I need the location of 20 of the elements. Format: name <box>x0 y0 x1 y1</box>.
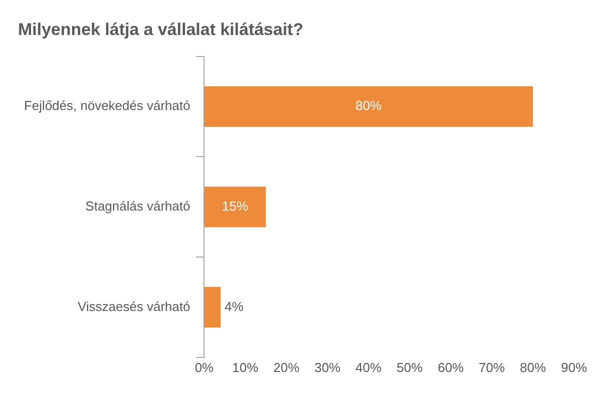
data-label: 4% <box>224 298 244 314</box>
x-tick-label: 50% <box>396 360 424 375</box>
bar <box>204 286 221 328</box>
y-tick-label: Fejlődés, növekedés várható <box>24 98 190 114</box>
data-label: 15% <box>222 198 248 214</box>
x-tick-label: 70% <box>478 360 506 375</box>
chart-title: Milyennek látja a vállalat kilátásait? <box>18 20 304 39</box>
x-tick-label: 60% <box>438 360 464 375</box>
bar <box>204 86 533 127</box>
x-tick-label: 10% <box>232 360 259 375</box>
x-tick-label: 20% <box>273 360 300 375</box>
y-tick-label: Visszaesés várható <box>78 298 190 314</box>
bar <box>204 186 266 228</box>
data-label: 80% <box>356 98 382 114</box>
x-tick-label: 40% <box>356 360 382 375</box>
x-tick-label: 80% <box>520 360 546 375</box>
x-tick-label: 30% <box>314 360 341 375</box>
y-tick-label: Stagnálás várható <box>85 198 190 214</box>
x-tick-label: 0% <box>194 360 214 375</box>
x-tick-label: 90% <box>560 360 588 375</box>
